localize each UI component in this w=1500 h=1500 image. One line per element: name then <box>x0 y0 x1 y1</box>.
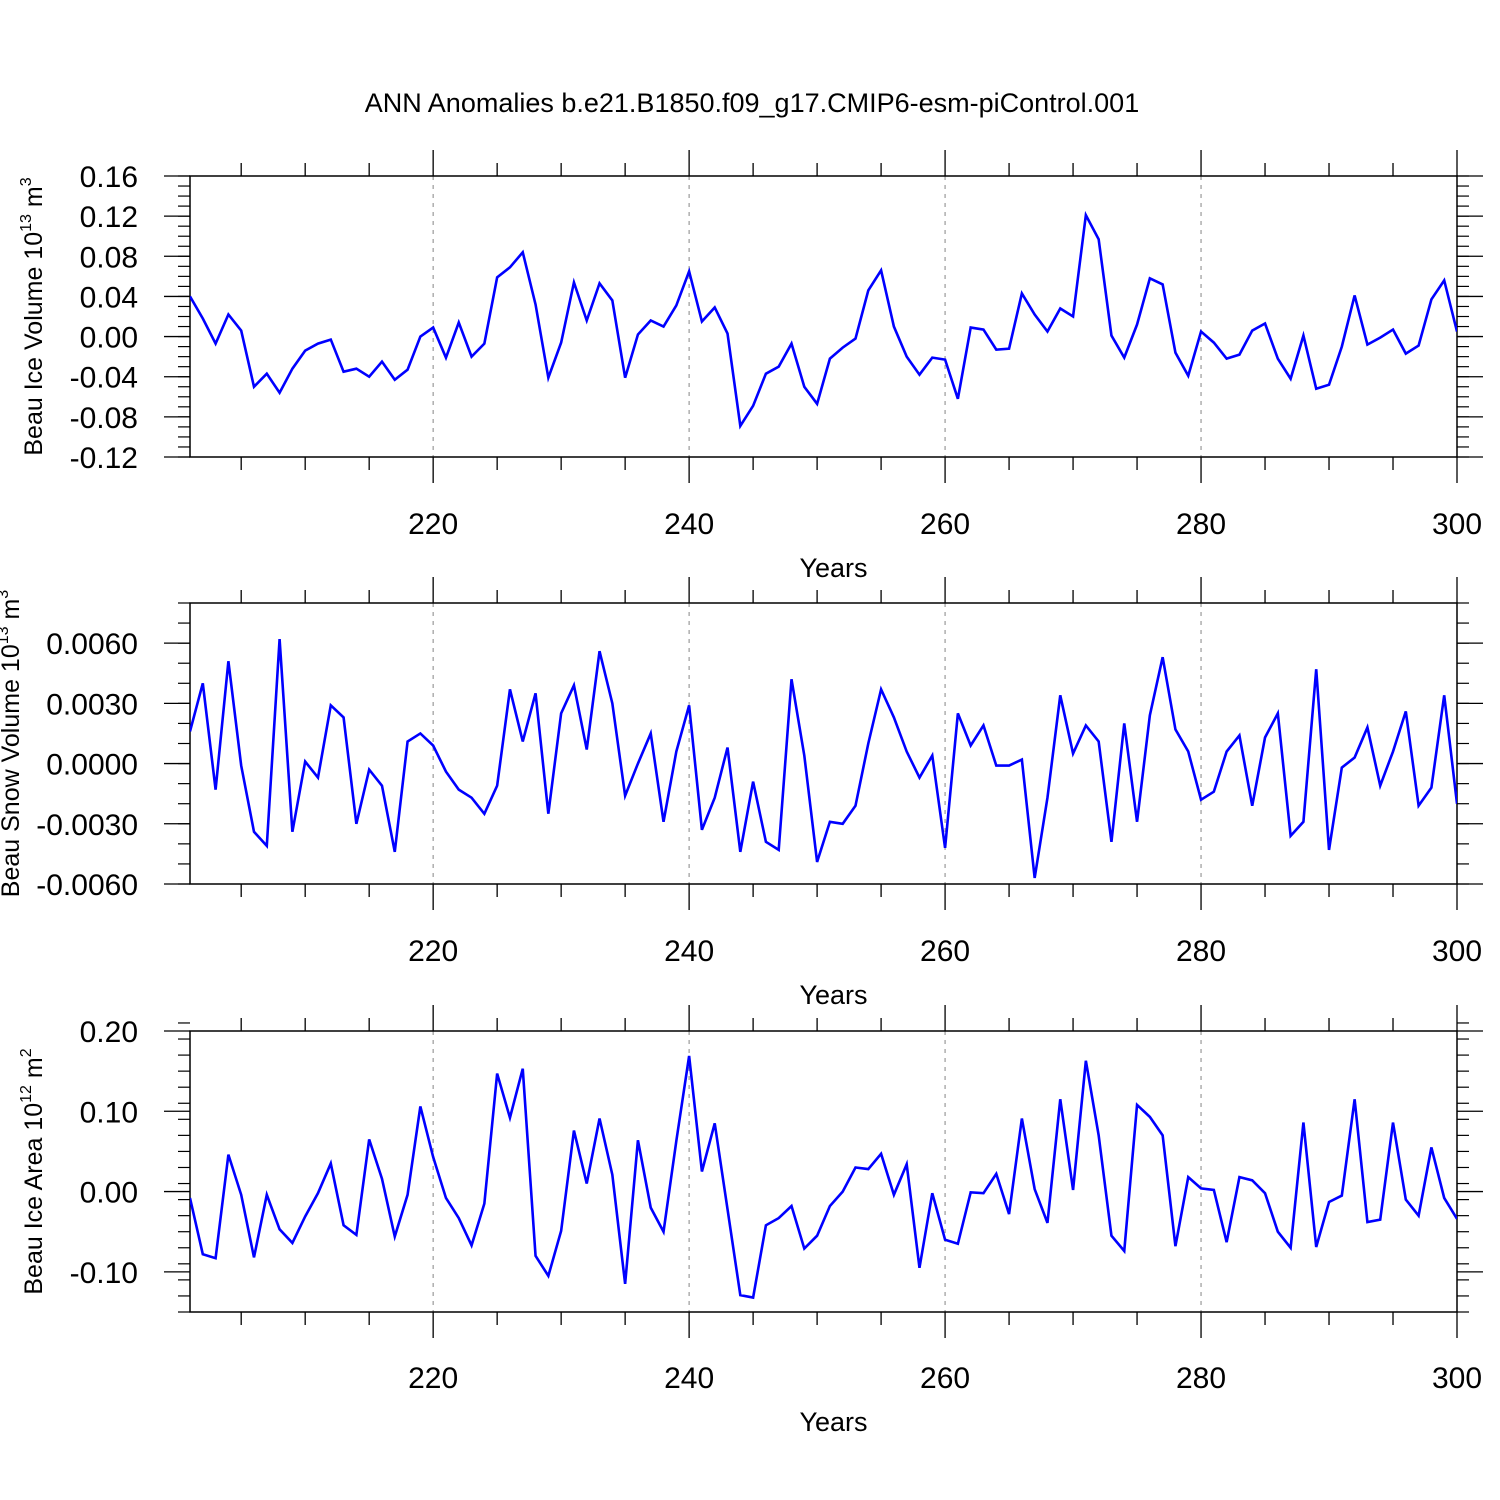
y-axis-label: Beau Ice Area 1012 m2 <box>18 1048 48 1294</box>
panel-ice-area: -0.10 0.00 0.10 0.20 220 240 260 280 300 Years Bea… <box>18 1005 1483 1437</box>
x-tick-label: 300 <box>1432 1362 1482 1395</box>
y-tick-label: 0.04 <box>80 281 138 314</box>
y-tick-label: 0.0000 <box>46 749 138 782</box>
y-axis-label: Beau Snow Volume 1013 m3 <box>0 590 25 898</box>
x-tick-label: 240 <box>664 935 714 968</box>
plot-frame <box>189 1030 1458 1313</box>
y-tick-label: 0.00 <box>80 322 138 355</box>
series-line <box>190 1055 1457 1300</box>
y-tick-label: 0.10 <box>80 1096 138 1129</box>
x-tick-label: 240 <box>664 508 714 541</box>
x-tick-label: 220 <box>408 1362 458 1395</box>
x-tick-label: 280 <box>1176 935 1226 968</box>
y-axis-label: Beau Ice Volume 1013 m3 <box>18 177 48 455</box>
x-tick-label: 260 <box>920 1362 970 1395</box>
x-axis-label: Years <box>799 1407 867 1437</box>
y-tick-label: -0.04 <box>70 362 138 395</box>
y-tick-label: -0.12 <box>70 442 138 475</box>
panel-snow-volume: -0.0060 -0.0030 0.0000 0.0030 0.0060 220 240 26… <box>0 577 1483 1010</box>
y-tick-label: -0.0030 <box>36 809 138 842</box>
x-tick-label: 240 <box>664 1362 714 1395</box>
y-tick-label: 0.0060 <box>46 628 138 661</box>
y-tick-label: 0.08 <box>80 241 138 274</box>
x-axis-label: Years <box>799 553 867 583</box>
x-tick-label: 280 <box>1176 508 1226 541</box>
y-tick-label: -0.10 <box>70 1257 138 1290</box>
series-line <box>190 639 1457 879</box>
x-tick-label: 260 <box>920 508 970 541</box>
y-tick-label: -0.08 <box>70 402 138 435</box>
x-axis-label: Years <box>799 980 867 1010</box>
x-tick-label: 220 <box>408 935 458 968</box>
y-tick-label: 0.0030 <box>46 688 138 721</box>
y-tick-label: 0.00 <box>80 1177 138 1210</box>
y-tick-label: 0.12 <box>80 201 138 234</box>
y-tick-label: -0.0060 <box>36 869 138 902</box>
x-tick-label: 220 <box>408 508 458 541</box>
x-tick-label: 280 <box>1176 1362 1226 1395</box>
figure-title: ANN Anomalies b.e21.B1850.f09_g17.CMIP6-… <box>365 88 1139 118</box>
x-tick-label: 260 <box>920 935 970 968</box>
x-tick-label: 300 <box>1432 935 1482 968</box>
x-tick-label: 300 <box>1432 508 1482 541</box>
y-tick-label: 0.20 <box>80 1016 138 1049</box>
y-tick-label: 0.16 <box>80 161 138 194</box>
panel-ice-volume: -0.12 -0.08 -0.04 0.00 0.04 0.08 0.12 0.16 220 24… <box>18 150 1483 583</box>
series-line <box>190 210 1457 430</box>
